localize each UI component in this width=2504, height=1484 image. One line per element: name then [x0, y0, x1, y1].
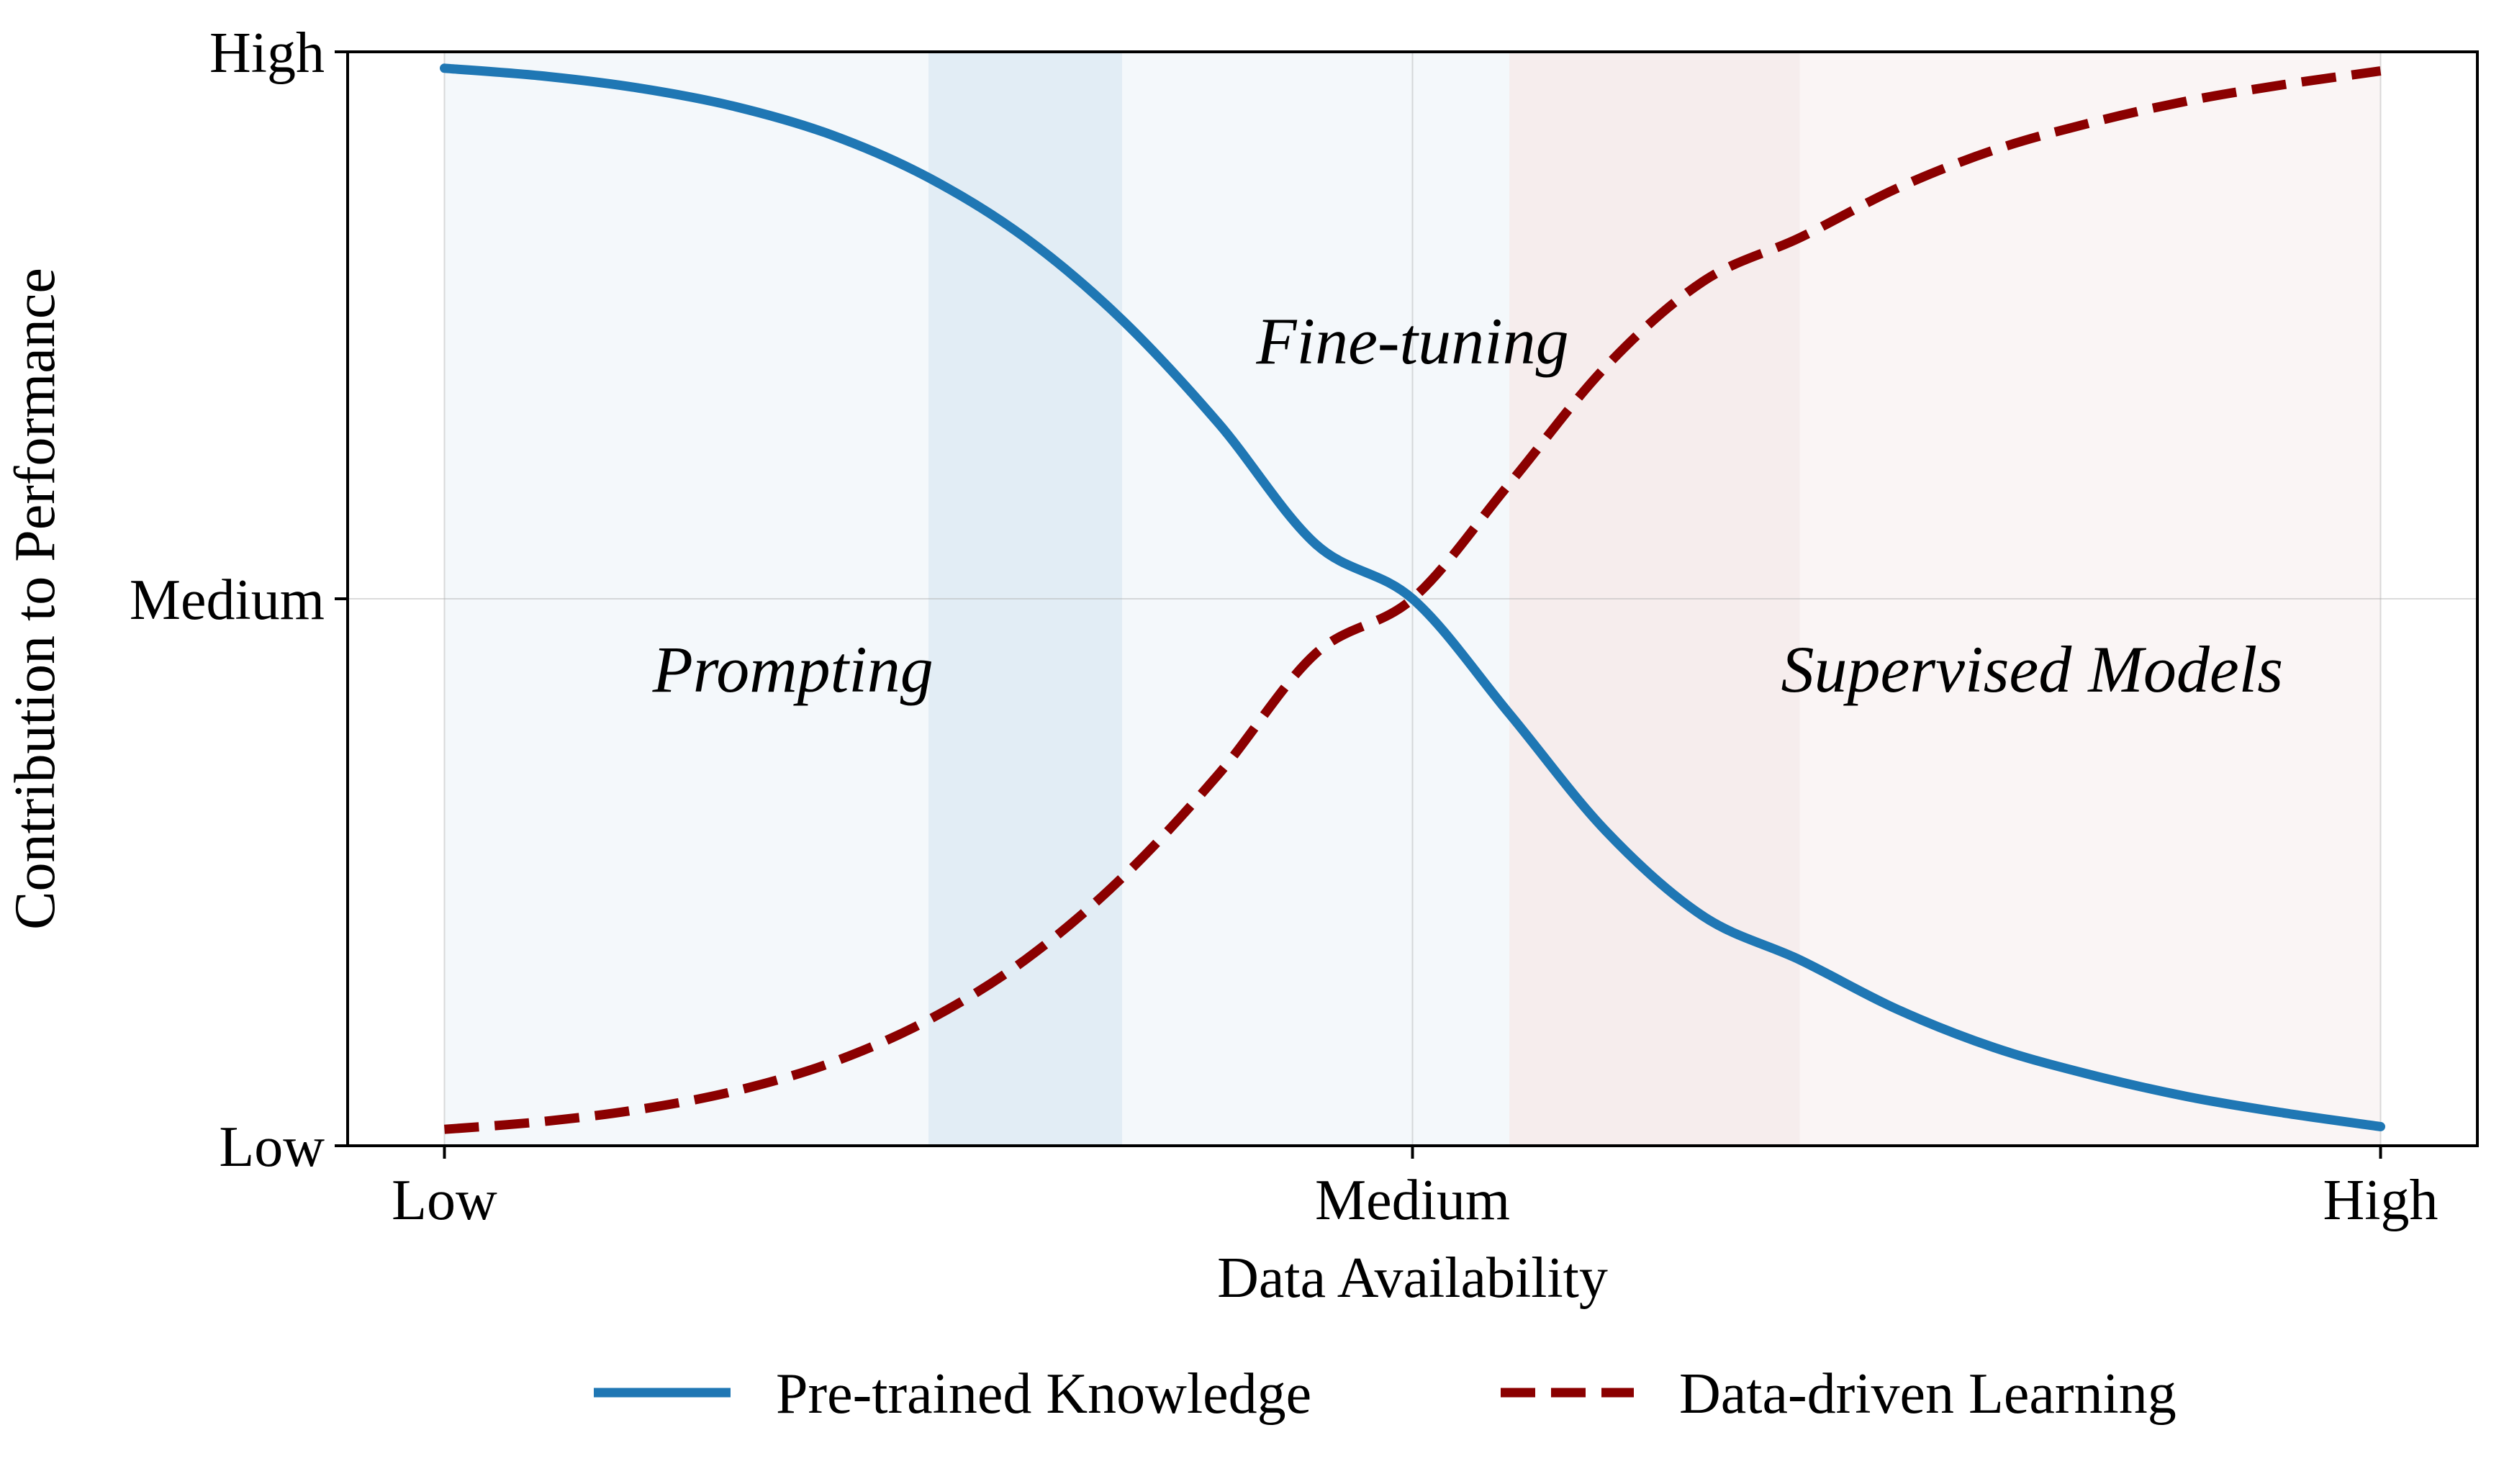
annotation-layer: Prompting Fine-tuning Supervised Models [652, 304, 2283, 706]
x-tick-label: High [2323, 1169, 2439, 1232]
legend-label-pretrained-knowledge: Pre-trained Knowledge [776, 1362, 1311, 1426]
tick-layer: Low Medium High Low Medium High [130, 22, 2439, 1232]
annotation-prompting: Prompting [652, 633, 934, 706]
x-tick-label: Medium [1315, 1169, 1510, 1232]
series-line-pretrained-knowledge [440, 63, 2385, 1131]
y-tick-label: Low [219, 1116, 325, 1179]
legend-label-data-driven-learning: Data-driven Learning [1679, 1362, 2177, 1426]
x-tick-label: Low [392, 1169, 497, 1232]
shaded-region [444, 52, 1122, 1146]
shaded-region [1509, 52, 2381, 1146]
y-tick-label: High [209, 22, 325, 85]
series-layer [440, 63, 2385, 1134]
y-axis-label: Contribution to Performance [4, 268, 67, 930]
legend: Pre-trained Knowledge Data-driven Learnin… [594, 1362, 2177, 1426]
annotation-fine-tuning: Fine-tuning [1255, 304, 1568, 378]
annotation-supervised-models: Supervised Models [1781, 633, 2284, 706]
x-axis-label: Data Availability [1217, 1247, 1608, 1310]
series-line-data-driven-learning [443, 66, 2382, 1134]
y-tick-label: Medium [130, 569, 325, 632]
